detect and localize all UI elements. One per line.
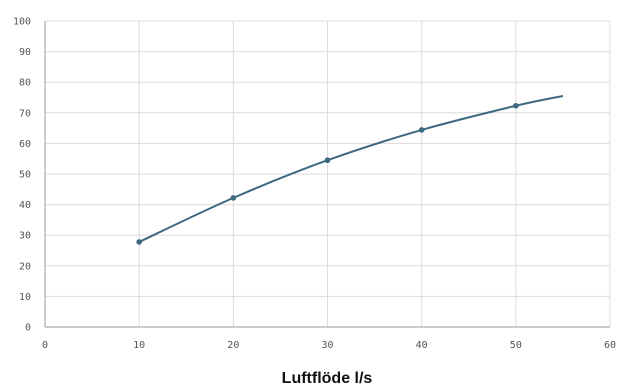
- grid: [45, 20, 611, 327]
- y-tick-label: 60: [19, 139, 31, 150]
- data-point: [513, 102, 519, 109]
- x-tick-label: 10: [133, 340, 145, 351]
- y-tick-label: 70: [19, 108, 31, 119]
- x-tick-label: 40: [416, 340, 428, 351]
- data-point: [324, 157, 331, 164]
- y-tick-label: 10: [19, 292, 31, 303]
- y-tick-label: 100: [13, 17, 31, 28]
- x-tick-labels: 0 10 20 30 40 50 60: [42, 340, 616, 351]
- x-tick-label: 0: [42, 340, 48, 351]
- x-tick-label: 20: [227, 340, 239, 351]
- series-line: [138, 94, 564, 243]
- y-tick-label: 90: [19, 47, 31, 58]
- y-tick-label: 80: [19, 78, 31, 89]
- x-tick-label: 30: [321, 340, 333, 351]
- data-point: [418, 127, 425, 133]
- y-tick-label: 20: [19, 261, 31, 272]
- x-axis-label: Luftflöde l/s: [282, 370, 373, 387]
- axes: [44, 21, 610, 328]
- y-tick-label: 50: [19, 170, 31, 181]
- y-tick-label: 0: [25, 323, 31, 334]
- y-tick-label: 40: [19, 200, 31, 211]
- x-tick-label: 60: [604, 340, 616, 351]
- x-tick-label: 50: [510, 340, 522, 351]
- y-tick-labels: 0 10 20 30 40 50 60 70 80 90 100: [13, 17, 31, 334]
- data-point: [230, 195, 237, 201]
- y-tick-label: 30: [19, 231, 31, 242]
- data-point: [136, 239, 142, 245]
- series: [136, 94, 564, 245]
